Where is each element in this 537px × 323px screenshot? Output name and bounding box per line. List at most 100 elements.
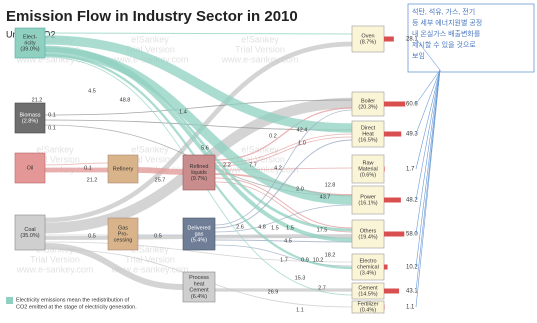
- total-label: 28.1: [406, 37, 418, 43]
- node-label: (16.1%): [358, 201, 377, 207]
- node: [14, 102, 46, 134]
- node-label: Fertilizer: [357, 301, 378, 307]
- total-bar: [384, 197, 401, 203]
- node: [182, 271, 216, 303]
- node-label: (8.7%): [360, 40, 376, 46]
- flow: [214, 244, 353, 267]
- flow-label: 18.2: [325, 252, 336, 258]
- annotation-box: [407, 3, 535, 73]
- flow: [44, 243, 184, 290]
- node-label: (35.0%): [20, 233, 39, 239]
- total-bar: [384, 231, 405, 237]
- watermark: e!Sankey: [131, 34, 169, 44]
- annotation-arrow: [415, 38, 441, 71]
- watermark: e!Sankey: [241, 34, 279, 44]
- node: [182, 217, 216, 251]
- total-bar: [384, 36, 394, 42]
- total-label: 43.1: [406, 289, 418, 295]
- node-label: (16.5%): [358, 138, 377, 144]
- node: [351, 120, 385, 148]
- flow-label: 21.2: [87, 177, 98, 183]
- flow: [214, 167, 353, 171]
- node-label: (0.4%): [360, 308, 376, 314]
- node-label: (39.0%): [20, 47, 39, 53]
- total-bar: [384, 131, 402, 137]
- annotation-text: 내 온실가스 배출변화를: [412, 29, 481, 38]
- watermark: e!Sankey: [131, 144, 169, 154]
- footnote: CO2 emitted at the stage of electricity …: [16, 304, 137, 310]
- node-label: Biomass: [19, 112, 40, 118]
- total-label: 1.7: [406, 167, 415, 173]
- total-label: 49.3: [406, 132, 418, 138]
- watermark: Trial Version: [125, 44, 175, 54]
- watermark: Trial Version: [235, 44, 285, 54]
- watermark: e!Sankey: [131, 244, 169, 254]
- node-label: (2.8%): [22, 119, 38, 125]
- watermark: Trial Version: [30, 254, 80, 264]
- flow: [44, 45, 353, 232]
- flow-label: 4.5: [88, 88, 96, 94]
- node-label: Refinery: [113, 166, 134, 172]
- flow: [44, 35, 353, 133]
- node-label: Oil: [27, 165, 34, 171]
- total-bar: [384, 166, 385, 172]
- node-label: Others: [360, 228, 377, 234]
- node-label: Delivered: [187, 225, 210, 231]
- legend-swatch: [6, 297, 13, 304]
- node-label: Heat: [362, 131, 374, 137]
- flow-label: 21.2: [32, 97, 43, 103]
- total-bar: [384, 264, 388, 270]
- annotations: 4.5 21.2 48.8 0.1 0.1 1.4 5.6 0.2 42.4 1.0 0.1 21.2…: [16, 7, 482, 314]
- flow-label: 2.7: [318, 285, 326, 291]
- flow-label: 1.4: [179, 109, 187, 115]
- flow-label: 4.8: [258, 224, 266, 230]
- flow-label: 7.7: [249, 162, 257, 168]
- flow-label: 1.7: [280, 257, 288, 263]
- flow-label: 48.8: [120, 97, 131, 103]
- watermark: www.e-sankey.com: [111, 264, 189, 274]
- flow-label: 0.9: [301, 257, 309, 263]
- node-label: (14.5%): [358, 292, 377, 298]
- flow-label: 4.5: [284, 238, 292, 244]
- node-label: Pro-: [118, 231, 129, 237]
- flow-label: 10.2: [313, 257, 324, 263]
- annotation-text: 등 세부 에너지원별 공정: [412, 18, 482, 27]
- node-label: (3.4%): [360, 271, 376, 277]
- flow-label: 0.5: [88, 233, 96, 239]
- flow-label: 2.0: [296, 186, 304, 192]
- node-label: Raw: [362, 160, 373, 166]
- flow: [44, 99, 353, 116]
- total-label: 1.1: [406, 305, 415, 311]
- node-label: Oven: [361, 33, 374, 39]
- node-label: (19.4%): [358, 235, 377, 241]
- node-label: chemical: [357, 264, 379, 270]
- flow-label: 0.1: [48, 125, 56, 131]
- node: [351, 25, 385, 53]
- total-bar: [384, 288, 400, 294]
- node-label: Electro: [359, 258, 376, 264]
- flow: [214, 239, 353, 243]
- node-label: gas: [195, 231, 204, 237]
- flow-label: 12.8: [325, 182, 336, 188]
- flow-label: 1.5: [271, 225, 279, 231]
- node: [14, 214, 46, 251]
- node: [351, 154, 385, 184]
- annotation-arrow: [415, 69, 441, 268]
- total-label: 48.2: [406, 198, 418, 204]
- node-label: (6.4%): [191, 294, 207, 300]
- flow: [44, 241, 353, 263]
- flows: [44, 32, 353, 308]
- node: [351, 219, 385, 249]
- flow-label: 42.4: [297, 127, 308, 133]
- flow-label: 0.2: [269, 133, 277, 139]
- node-label: Coal: [24, 227, 35, 233]
- annotation-arrow: [415, 69, 441, 135]
- watermark: Trial Version: [125, 254, 175, 264]
- annotation-text: 보임: [412, 52, 425, 60]
- node-label: (9.7%): [191, 176, 207, 182]
- flow-label: 1.1: [296, 307, 304, 313]
- node-label: Boiler: [361, 98, 375, 104]
- node-label: heat: [194, 281, 205, 287]
- node-label: (20.3%): [358, 105, 377, 111]
